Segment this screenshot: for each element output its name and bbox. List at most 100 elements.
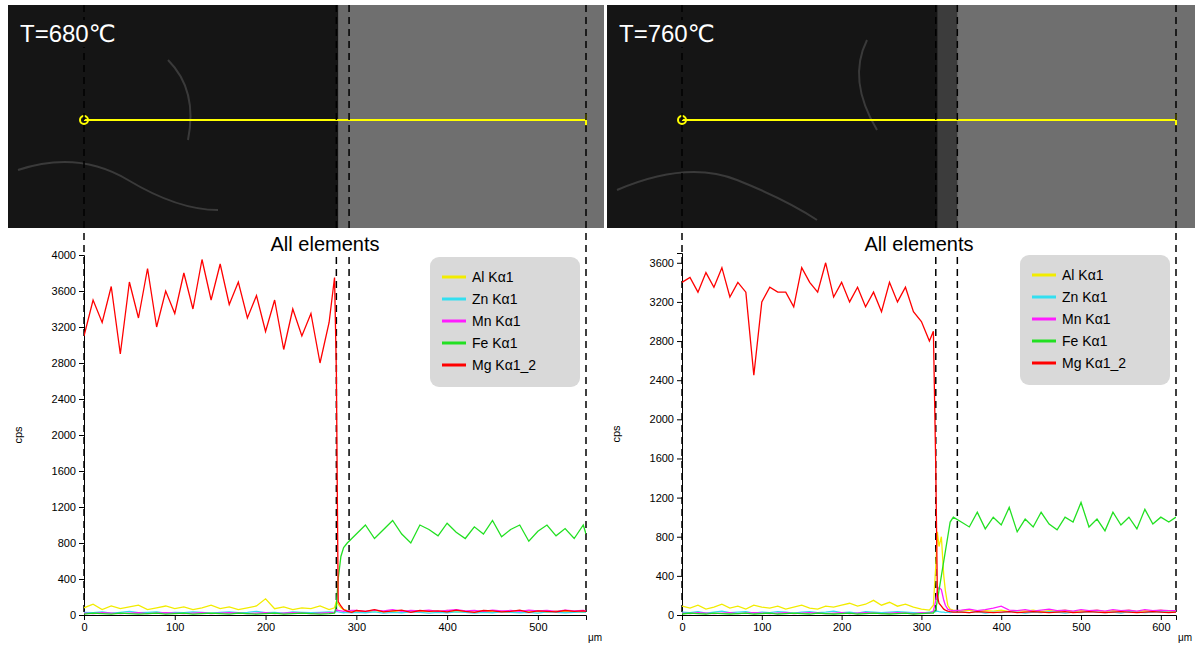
- panel-title: T=760℃: [619, 20, 715, 47]
- x-tick-label: 400: [993, 621, 1011, 633]
- y-tick-mark: [79, 471, 84, 472]
- y-tick-label: 1600: [650, 452, 674, 464]
- y-tick-label: 4000: [52, 249, 76, 261]
- x-tick-label: 600: [1152, 621, 1170, 633]
- legend-label: Zn Kα1: [1062, 289, 1108, 305]
- x-tick: 300: [348, 615, 366, 633]
- x-tick: 0: [679, 615, 685, 633]
- y-tick-mark: [677, 341, 682, 342]
- x-tick-label: 200: [833, 621, 851, 633]
- x-axis: 0 100 200 300 400 500 600: [679, 615, 1176, 633]
- legend-swatch: [1032, 296, 1056, 299]
- grain-boundary: [617, 172, 817, 220]
- legend-swatch: [442, 276, 466, 279]
- x-tick-mark: [842, 615, 843, 620]
- series-lines: [682, 263, 1176, 614]
- chart-title: All elements: [271, 233, 380, 255]
- y-tick-label: 2000: [650, 413, 674, 425]
- micrograph: [607, 5, 1195, 228]
- legend-label: Mn Kα1: [1062, 311, 1111, 327]
- x-axis: 0100200300400500: [81, 615, 586, 633]
- x-tick-label: 0: [81, 621, 87, 633]
- boundary-line: [1175, 5, 1177, 615]
- x-tick: 200: [257, 615, 275, 633]
- micrograph: [8, 5, 604, 228]
- y-tick-mark: [79, 435, 84, 436]
- x-axis-line: [85, 616, 587, 621]
- y-tick-mark: [677, 263, 682, 264]
- panel-title: T=680℃: [20, 20, 116, 47]
- y-tick: 2000: [52, 429, 84, 441]
- y-tick-mark: [677, 458, 682, 459]
- x-tick-mark: [1081, 615, 1082, 620]
- legend-label: Al Kα1: [472, 269, 514, 285]
- y-tick-mark: [79, 615, 84, 616]
- y-tick-mark: [677, 498, 682, 499]
- y-tick: 3200: [52, 321, 84, 333]
- y-tick: 1200: [650, 492, 682, 504]
- x-tick-label: 300: [348, 621, 366, 633]
- x-axis-title: μm: [1178, 632, 1192, 643]
- legend-box: [430, 257, 580, 387]
- y-tick-label: 0: [70, 609, 76, 621]
- y-axis-line: [677, 254, 683, 616]
- chart-title-patch: [269, 233, 382, 255]
- y-tick-label: 2800: [650, 335, 674, 347]
- legend-label: Fe Kα1: [1062, 333, 1108, 349]
- y-tick-label: 800: [656, 531, 674, 543]
- y-tick: 800: [58, 537, 84, 549]
- y-tick: 400: [58, 573, 84, 585]
- x-tick-mark: [921, 615, 922, 620]
- legend-swatch: [442, 320, 466, 323]
- y-tick-label: 2400: [650, 374, 674, 386]
- boundary-line: [336, 5, 338, 615]
- x-tick: 300: [913, 615, 931, 633]
- y-tick-mark: [677, 419, 682, 420]
- chart-title: All elements: [865, 233, 974, 255]
- y-axis-title: cps: [610, 425, 622, 443]
- x-tick: 400: [438, 615, 456, 633]
- grain-boundary: [859, 40, 877, 130]
- x-tick-mark: [1001, 615, 1002, 620]
- y-tick-mark: [79, 399, 84, 400]
- y-tick-label: 3200: [52, 321, 76, 333]
- y-tick: 800: [656, 531, 682, 543]
- x-tick: 200: [833, 615, 851, 633]
- y-tick: 2400: [650, 374, 682, 386]
- legend-label: Mg Kα1_2: [472, 357, 536, 373]
- x-tick-label: 200: [257, 621, 275, 633]
- y-tick-label: 1600: [52, 465, 76, 477]
- boundary-line: [957, 5, 959, 615]
- x-tick-label: 500: [1072, 621, 1090, 633]
- y-tick: 2400: [52, 393, 84, 405]
- y-axis-line: [79, 256, 85, 616]
- x-tick-mark: [1161, 615, 1162, 620]
- y-tick: 2000: [650, 413, 682, 425]
- figure: T=680℃ 0 100 200 300 400 500 0 400 800 1200 1600 200…: [0, 0, 1200, 659]
- panel-title-group: T=680℃: [18, 20, 118, 47]
- legend-label: Mn Kα1: [472, 313, 521, 329]
- grain-boundary: [18, 162, 218, 210]
- y-tick: 3200: [650, 296, 682, 308]
- legend-label: Mg Kα1_2: [1062, 355, 1126, 371]
- series-line: [682, 588, 1176, 614]
- panel-title-group: T=760℃: [617, 20, 717, 47]
- grain-boundary: [168, 60, 191, 140]
- x-tick: 500: [1072, 615, 1090, 633]
- x-tick: 100: [753, 615, 771, 633]
- y-tick: 4000: [52, 249, 84, 261]
- y-tick-label: 3600: [650, 257, 674, 269]
- y-tick-mark: [677, 615, 682, 616]
- y-tick: 2800: [650, 335, 682, 347]
- x-tick-mark: [447, 615, 448, 620]
- scan-line: [682, 119, 1176, 121]
- legend-label: Fe Kα1: [472, 335, 518, 351]
- series-line: [682, 502, 1176, 614]
- chart-title-group: All elements: [863, 233, 976, 255]
- scan-line: [84, 119, 586, 121]
- y-tick-mark: [79, 255, 84, 256]
- legend-swatch: [1032, 318, 1056, 321]
- series-line: [682, 532, 1176, 612]
- x-tick-label: 100: [753, 621, 771, 633]
- x-tick-mark: [175, 615, 176, 620]
